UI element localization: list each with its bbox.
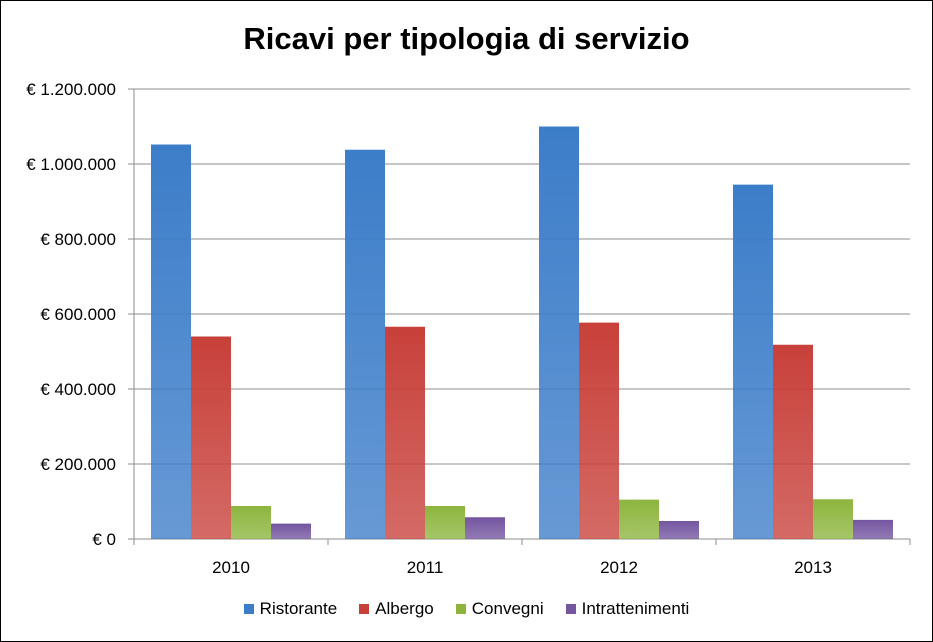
legend-item-albergo: Albergo <box>359 599 434 619</box>
y-tick-label: € 400.000 <box>40 380 116 399</box>
bar-albergo-2013 <box>773 344 813 539</box>
bar-intrattenimenti-2010 <box>271 523 311 539</box>
legend-label: Convegni <box>471 599 544 618</box>
bar-intrattenimenti-2011 <box>465 517 505 539</box>
legend-swatch <box>243 604 254 614</box>
bar-convegni-2010 <box>231 506 271 539</box>
bar-convegni-2011 <box>425 506 465 539</box>
x-tick-label: 2010 <box>212 558 250 577</box>
legend-item-convegni: Convegni <box>455 599 544 619</box>
chart-legend: Ristorante Albergo Convegni Intrattenimenti <box>1 599 932 619</box>
legend-label: Ristorante <box>259 599 338 618</box>
bar-ristorante-2010 <box>151 144 191 539</box>
y-tick-label: € 600.000 <box>40 305 116 324</box>
x-tick-label: 2013 <box>794 558 832 577</box>
legend-label: Intrattenimenti <box>581 599 690 618</box>
bar-albergo-2012 <box>579 322 619 539</box>
legend-swatch <box>455 604 466 614</box>
y-tick-label: € 1.000.000 <box>26 155 116 174</box>
bar-albergo-2011 <box>385 326 425 539</box>
bar-intrattenimenti-2013 <box>853 519 893 539</box>
bar-convegni-2013 <box>813 499 853 539</box>
bar-convegni-2012 <box>619 499 659 539</box>
y-tick-label: € 0 <box>92 530 116 549</box>
bar-albergo-2010 <box>191 336 231 539</box>
legend-item-intrattenimenti: Intrattenimenti <box>565 599 690 619</box>
chart-title: Ricavi per tipologia di servizio <box>243 21 690 56</box>
x-tick-label: 2011 <box>407 558 444 577</box>
legend-swatch <box>565 604 576 614</box>
bar-ristorante-2013 <box>733 184 773 539</box>
bar-intrattenimenti-2012 <box>659 521 699 539</box>
y-tick-label: € 1.200.000 <box>26 80 116 99</box>
legend-label: Albergo <box>375 599 434 618</box>
y-tick-label: € 800.000 <box>40 230 116 249</box>
y-tick-label: € 200.000 <box>40 455 116 474</box>
legend-swatch <box>359 604 370 614</box>
bar-ristorante-2011 <box>345 149 385 539</box>
bar-ristorante-2012 <box>539 126 579 539</box>
legend-item-ristorante: Ristorante <box>243 599 338 619</box>
x-tick-label: 2012 <box>600 558 638 577</box>
